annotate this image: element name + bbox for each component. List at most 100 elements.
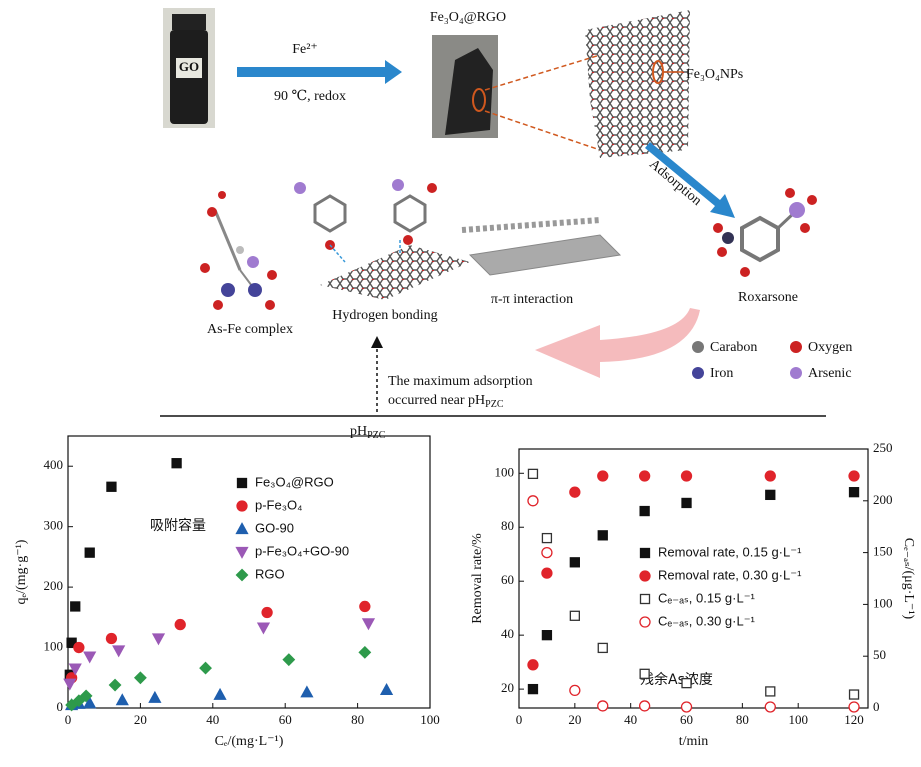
x-tick-label: 20 — [134, 712, 147, 727]
x-tick-label: 100 — [788, 712, 808, 727]
graphene-sheet — [470, 235, 620, 275]
legend-key — [238, 479, 247, 488]
mechanism-label: As-Fe complex — [207, 322, 293, 337]
y-tick-label: 80 — [501, 518, 514, 533]
mechanism-label: Hydrogen bonding — [332, 308, 437, 323]
atom-key — [692, 367, 704, 379]
legend-label: Fe₃O₄@RGO — [255, 474, 334, 489]
y2-tick-label: 50 — [873, 647, 886, 662]
legend-label: GO-90 — [255, 520, 294, 535]
atom-key — [692, 341, 704, 353]
x-axis-label: Cₑ/(mg·L⁻¹) — [215, 734, 284, 749]
arrow — [645, 142, 735, 218]
ph-text: pH — [350, 424, 367, 439]
y-tick-label: 20 — [501, 680, 514, 695]
as-fe-complex — [200, 191, 277, 310]
legend-label: RGO — [255, 566, 285, 581]
point — [570, 558, 579, 567]
x-tick-label: 80 — [351, 712, 364, 727]
point — [542, 534, 551, 543]
y2-tick-label: 100 — [873, 595, 893, 610]
atom-key — [790, 367, 802, 379]
annotation: 残余As浓度 — [640, 671, 713, 688]
point — [766, 687, 775, 696]
point — [598, 471, 608, 481]
legend-key — [237, 570, 248, 581]
legend-label: p-Fe₃O₄+GO-90 — [255, 543, 349, 558]
y-tick-label: 100 — [495, 464, 515, 479]
product-label: Fe₃O₄@RGO — [430, 10, 506, 25]
point — [598, 531, 607, 540]
point — [598, 643, 607, 652]
atom-label: Oxygen — [808, 340, 852, 355]
legend-label: Cₑ₋ₐₛ, 0.15 g·L⁻¹ — [658, 590, 756, 605]
point — [360, 601, 370, 611]
legend-label: Cₑ₋ₐₛ, 0.30 g·L⁻¹ — [658, 613, 756, 628]
y-axis-label: Removal rate/% — [470, 533, 485, 624]
zoom-line — [485, 55, 600, 90]
reagent: Fe²⁺ — [292, 42, 318, 57]
point — [175, 620, 185, 630]
x-tick-label: 60 — [279, 712, 292, 727]
vial-cap — [172, 14, 206, 30]
point — [682, 702, 692, 712]
note-sub: PZC — [485, 399, 504, 410]
point — [570, 685, 580, 695]
y-tick-label: 0 — [57, 699, 64, 714]
y2-tick-label: 150 — [873, 544, 893, 559]
point — [849, 471, 859, 481]
note-text: occurred near pH — [388, 393, 485, 408]
note: occurred near pHPZC — [388, 393, 504, 410]
x-tick-label: 0 — [65, 712, 72, 727]
zoom-line — [485, 111, 600, 150]
legend-label: Removal rate, 0.30 g·L⁻¹ — [658, 567, 802, 582]
x-tick-label: 60 — [680, 712, 693, 727]
point — [528, 469, 537, 478]
point — [149, 692, 160, 702]
legend-key — [641, 595, 650, 604]
x-tick-label: 40 — [206, 712, 219, 727]
graphene-structure — [585, 10, 690, 158]
point — [528, 496, 538, 506]
point — [381, 684, 392, 694]
point — [598, 701, 608, 711]
point — [766, 490, 775, 499]
point — [570, 611, 579, 620]
point — [84, 652, 95, 662]
point — [359, 647, 370, 658]
y2-axis-label: Cₑ₋ₐₛ/(μg·L⁻¹) — [901, 538, 916, 620]
figure: GO Fe²⁺ 90 ℃, redox Fe₃O₄@RGO Fe₃O₄NPs A… — [0, 0, 921, 762]
atom-label: Iron — [710, 366, 733, 381]
point — [640, 507, 649, 516]
go-label: GO — [179, 59, 199, 74]
point — [640, 669, 649, 678]
ph-axis-label: pHPZC — [350, 424, 386, 441]
legend-label: Removal rate, 0.15 g·L⁻¹ — [658, 544, 802, 559]
point — [258, 623, 269, 633]
note: The maximum adsorption — [388, 374, 533, 389]
point — [215, 689, 226, 699]
point — [765, 471, 775, 481]
point — [64, 679, 75, 689]
y-tick-label: 200 — [44, 578, 64, 593]
point — [153, 634, 164, 644]
y-tick-label: 60 — [501, 572, 514, 587]
x-axis-label: t/min — [679, 734, 709, 749]
condition: 90 ℃, redox — [274, 89, 346, 104]
point — [74, 643, 84, 653]
point — [640, 471, 650, 481]
legend-key — [237, 524, 248, 534]
y-tick-label: 300 — [44, 518, 64, 533]
x-tick-label: 120 — [844, 712, 864, 727]
scheme: GO Fe²⁺ 90 ℃, redox Fe₃O₄@RGO Fe₃O₄NPs A… — [160, 8, 852, 441]
point — [85, 548, 94, 557]
legend-key — [237, 548, 248, 558]
legend-key — [237, 501, 247, 511]
annotation: 吸附容量 — [150, 517, 206, 534]
point — [262, 607, 272, 617]
curved-arrow — [535, 308, 700, 378]
x-tick-label: 80 — [736, 712, 749, 727]
point — [850, 488, 859, 497]
point — [528, 660, 538, 670]
x-tick-label: 20 — [568, 712, 581, 727]
